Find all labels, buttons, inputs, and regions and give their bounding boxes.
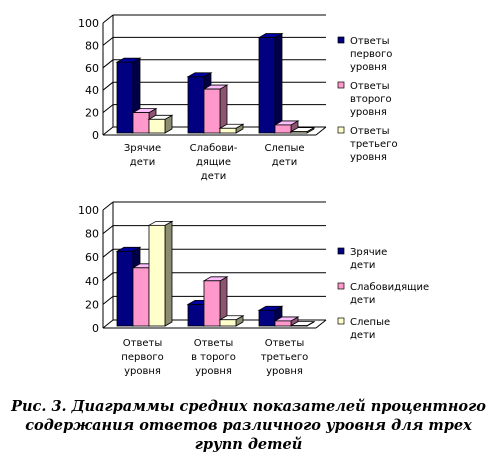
side-gridline xyxy=(102,126,114,136)
bar xyxy=(274,124,292,134)
legend-label: дети xyxy=(350,295,375,306)
legend-label: второго xyxy=(350,94,392,105)
figure-caption: Рис. 3. Диаграммы средних показателей пр… xyxy=(11,398,486,453)
legend-label: уровня xyxy=(350,107,387,118)
x-tick-label: Зрячие xyxy=(124,143,161,154)
legend-swatch xyxy=(337,81,345,89)
legend-label: дети xyxy=(350,330,375,341)
bar xyxy=(219,127,237,134)
side-gridline xyxy=(102,14,114,24)
bar xyxy=(258,37,276,134)
y-tick-label: 100 xyxy=(78,17,99,30)
y-tick-label: 60 xyxy=(85,62,99,75)
y-tick-label: 20 xyxy=(85,107,99,120)
x-tick-label: Слепые xyxy=(264,143,304,154)
legend-label: Ответы xyxy=(350,36,389,47)
legend-label: Ответы xyxy=(350,126,389,137)
legend-label: Слабовидящие xyxy=(350,282,429,293)
bar xyxy=(187,76,205,134)
side-gridline xyxy=(102,248,114,258)
legend-label: уровня xyxy=(350,62,387,73)
side-gridline xyxy=(102,225,114,234)
figure-canvas: 0 20 40 60 80 100 Зрячие дети Слабови-дящие дети С… xyxy=(78,14,429,377)
x-tick-label: уровня xyxy=(124,366,161,377)
y-tick-label: 0 xyxy=(92,322,99,335)
y-tick-label: 0 xyxy=(92,129,99,142)
legend-label: Слепые xyxy=(350,317,390,328)
bar xyxy=(258,309,276,327)
legend-swatch xyxy=(337,317,345,325)
bar-side xyxy=(274,32,283,134)
y-tick-label: 20 xyxy=(85,298,99,311)
x-tick-label: дети xyxy=(201,171,226,182)
floor-edge xyxy=(315,319,327,329)
side-gridline xyxy=(102,319,114,329)
side-gridline xyxy=(102,201,114,211)
y-tick-label: 80 xyxy=(85,228,99,241)
side-gridline xyxy=(102,104,114,113)
y-tick-label: 40 xyxy=(85,275,99,288)
legend-label: Ответы xyxy=(350,81,389,92)
bar xyxy=(203,280,221,327)
side-gridline xyxy=(102,81,114,91)
chart-bottom: 0 20 40 60 80 100 Ответы первого уровня Ответы в т… xyxy=(78,201,429,377)
bar-side xyxy=(164,220,173,327)
x-tick-label: дящие xyxy=(196,157,231,168)
bar xyxy=(116,61,134,134)
legend-label: Зрячие xyxy=(350,247,387,258)
x-tick-label: дети xyxy=(272,157,297,168)
legend-label: третьего xyxy=(350,139,398,150)
y-tick-label: 100 xyxy=(78,204,99,217)
legend-swatch xyxy=(337,126,345,134)
x-tick-label: Слабови- xyxy=(190,143,238,154)
side-gridline xyxy=(102,296,114,305)
x-tick-label: первого xyxy=(121,352,163,363)
bar xyxy=(132,267,150,327)
legend-label: уровня xyxy=(350,152,387,163)
legend-swatch xyxy=(337,247,345,255)
y-tick-label: 80 xyxy=(85,39,99,52)
legend-swatch xyxy=(337,282,345,290)
bar xyxy=(148,224,166,327)
bar xyxy=(116,250,134,327)
legend-label: первого xyxy=(350,49,392,60)
bar xyxy=(148,118,166,134)
bar xyxy=(132,112,150,134)
side-gridline xyxy=(102,37,114,46)
y-tick-label: 60 xyxy=(85,251,99,264)
side-gridline xyxy=(102,59,114,69)
floor-edge xyxy=(315,126,327,136)
bar xyxy=(274,320,292,327)
side-gridline xyxy=(102,272,114,282)
bar xyxy=(219,319,237,327)
x-tick-label: уровня xyxy=(266,366,303,377)
x-tick-label: в торого xyxy=(191,352,236,363)
chart-top: 0 20 40 60 80 100 Зрячие дети Слабови-дящие дети С… xyxy=(78,14,398,182)
legend-swatch xyxy=(337,36,345,44)
bar xyxy=(187,303,205,327)
bar xyxy=(290,131,308,134)
x-tick-label: третьего xyxy=(261,352,309,363)
y-tick-label: 40 xyxy=(85,84,99,97)
bar xyxy=(203,88,221,134)
x-tick-label: Ответы xyxy=(194,338,233,349)
x-tick-label: дети xyxy=(130,157,155,168)
legend-label: дети xyxy=(350,260,375,271)
x-tick-label: Ответы xyxy=(123,338,162,349)
x-tick-label: Ответы xyxy=(265,338,304,349)
x-tick-label: уровня xyxy=(195,366,232,377)
